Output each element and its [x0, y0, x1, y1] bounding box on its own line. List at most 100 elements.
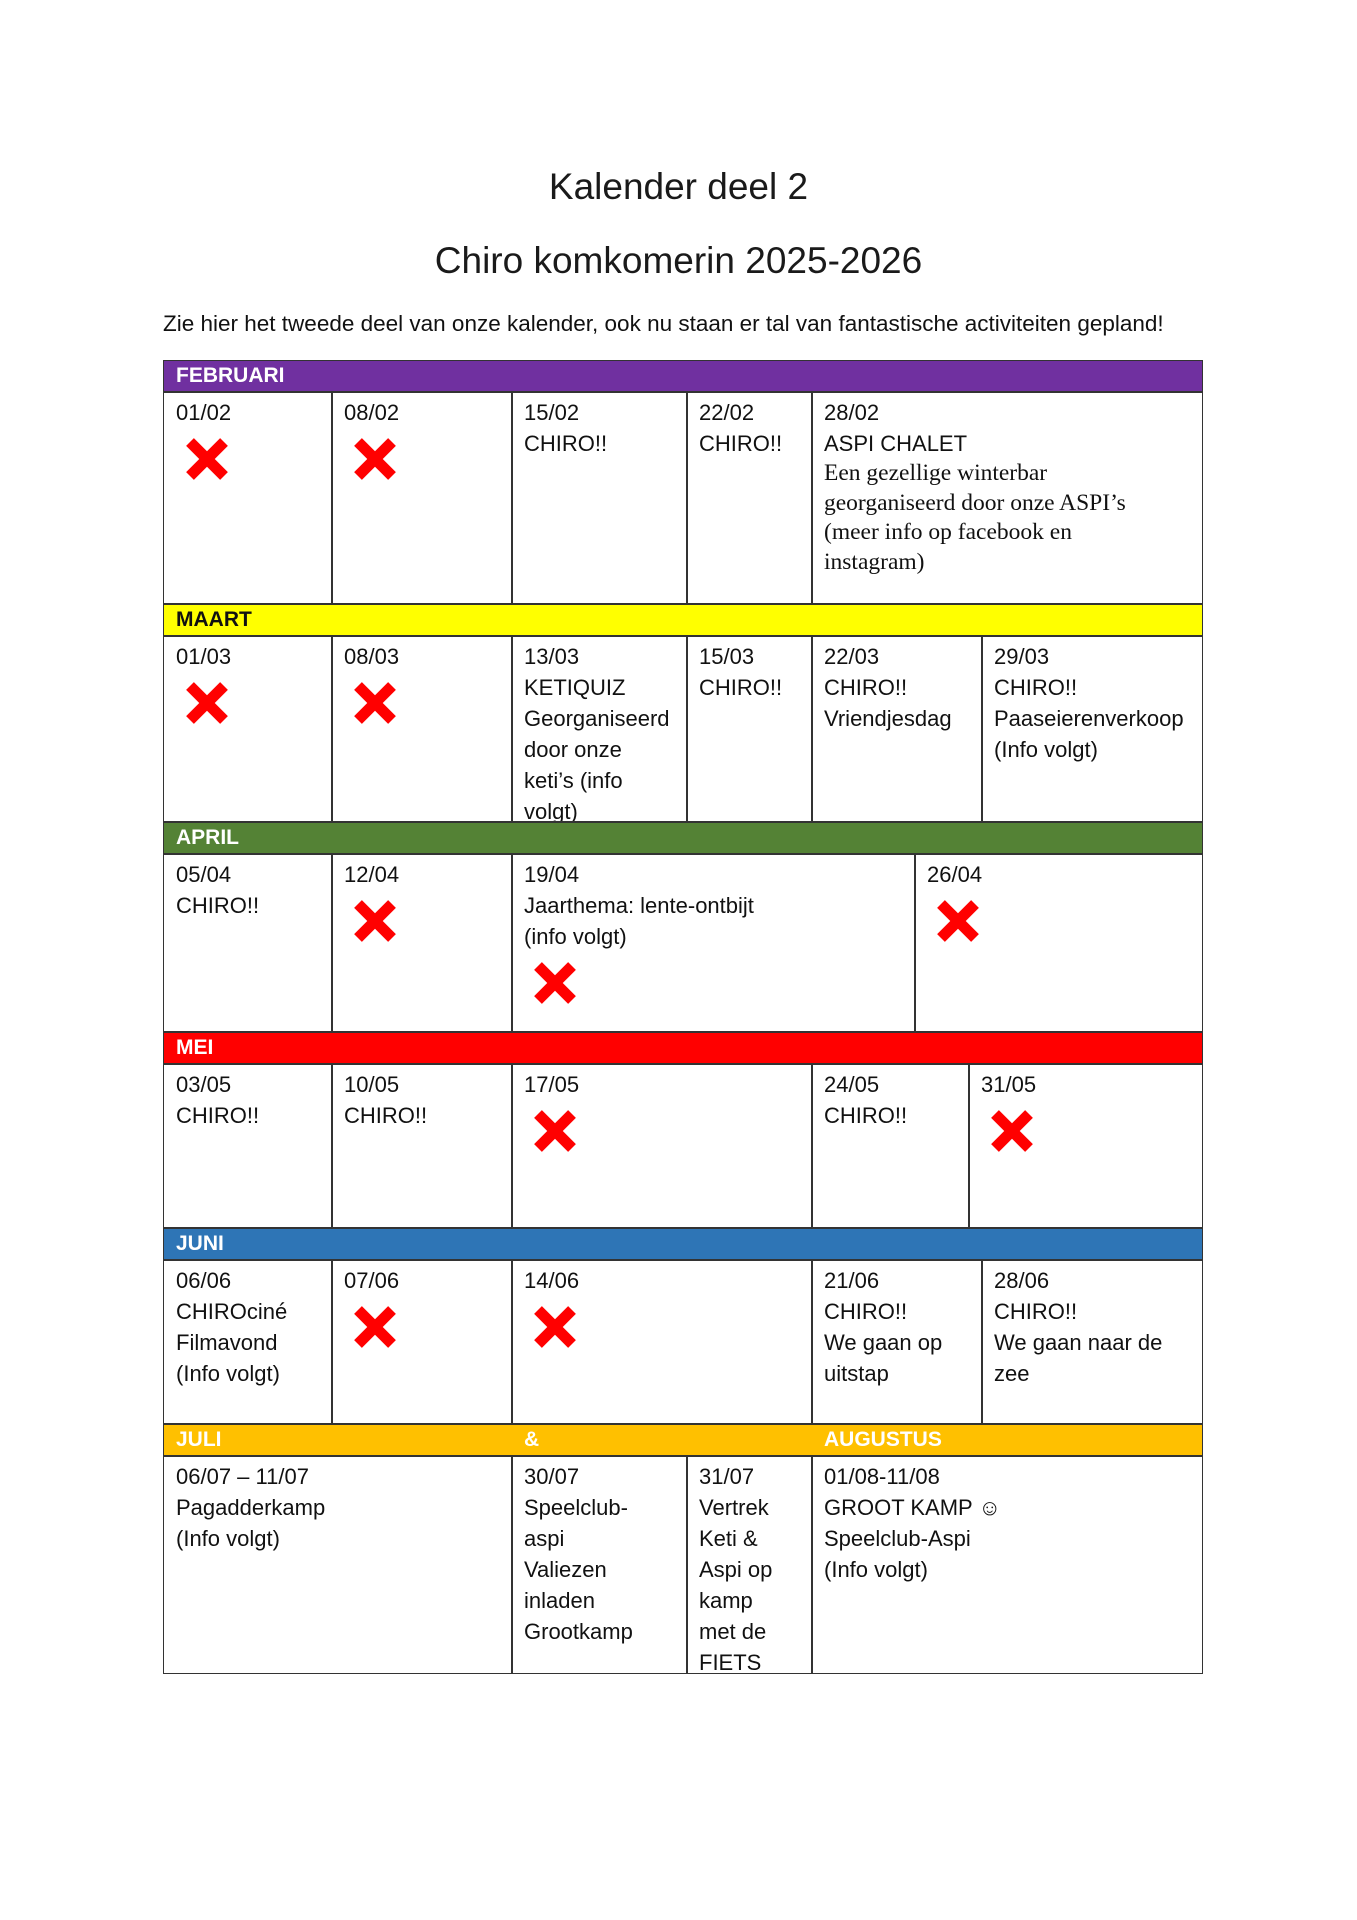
- event-text: CHIROciné: [176, 1299, 288, 1324]
- event-cell: 13/03 KETIQUIZ Georganiseerd door onze keti…: [511, 636, 688, 822]
- event-date: 05/04: [176, 862, 232, 887]
- event-date: 01/08-11/08: [824, 1464, 940, 1489]
- event-cell: 22/02 CHIRO!!: [686, 392, 813, 604]
- event-date: 29/03: [994, 644, 1050, 669]
- event-cell: 31/07 Vertrek Keti & Aspi op kamp met de FIETS: [686, 1456, 813, 1674]
- event-text: Paaseierenverkoop: [994, 706, 1184, 731]
- event-text: CHIRO!!: [824, 1299, 908, 1324]
- event-text: KETIQUIZ: [524, 675, 626, 700]
- event-text: (Info volgt): [176, 1361, 280, 1386]
- event-cell: 26/04: [914, 854, 1203, 1032]
- event-text: (Info volgt): [176, 1526, 280, 1551]
- event-note: instagram): [824, 548, 925, 575]
- event-date: 01/02: [176, 400, 232, 425]
- event-text: Jaarthema: lente-ontbijt: [524, 893, 754, 918]
- event-date: 15/02: [524, 400, 580, 425]
- event-cell: 07/06: [331, 1260, 513, 1424]
- event-date: 03/05: [176, 1072, 232, 1097]
- event-text: GROOT KAMP ☺: [824, 1495, 1001, 1520]
- event-text: Keti &: [699, 1526, 758, 1551]
- event-date: 22/02: [699, 400, 755, 425]
- event-cell: 17/05: [511, 1064, 813, 1228]
- event-note: (meer info op facebook en: [824, 519, 1072, 545]
- event-date: 01/03: [176, 644, 232, 669]
- month-header-zomer: JULI & AUGUSTUS: [163, 1424, 1203, 1456]
- month-label: MAART: [176, 608, 252, 631]
- event-cell: 15/02 CHIRO!!: [511, 392, 688, 604]
- event-text: inladen: [524, 1588, 595, 1613]
- event-text: CHIRO!!: [344, 1103, 428, 1128]
- event-cell: 22/03 CHIRO!! Vriendjesdag: [811, 636, 983, 822]
- event-text: Filmavond: [176, 1330, 278, 1355]
- event-text: CHIRO!!: [699, 675, 783, 700]
- event-date: 24/05: [824, 1072, 880, 1097]
- cancelled-cross-icon: [186, 682, 228, 724]
- event-text: Grootkamp: [524, 1619, 633, 1644]
- event-text: CHIRO!!: [994, 675, 1078, 700]
- event-text: Valiezen: [524, 1557, 607, 1582]
- event-date: 26/04: [927, 862, 983, 887]
- event-text: Pagadderkamp: [176, 1495, 326, 1520]
- event-date: 22/03: [824, 644, 880, 669]
- page-subtitle: Chiro komkomerin 2025-2026: [434, 240, 923, 281]
- event-text: keti’s (info: [524, 768, 623, 793]
- event-cell: 08/03: [331, 636, 513, 822]
- event-text: Georganiseerd: [524, 706, 670, 731]
- event-text: zee: [994, 1361, 1030, 1386]
- event-date: 13/03: [524, 644, 580, 669]
- event-text: ASPI CHALET: [824, 431, 968, 456]
- event-date: 10/05: [344, 1072, 400, 1097]
- event-cell: 28/02 ASPI CHALET Een gezellige winterbar g…: [811, 392, 1203, 604]
- event-date: 28/02: [824, 400, 880, 425]
- cancelled-cross-icon: [937, 900, 979, 942]
- event-cell: 01/02: [163, 392, 333, 604]
- event-date: 30/07: [524, 1464, 580, 1489]
- month-header-april: APRIL: [163, 822, 1203, 854]
- event-text: aspi: [524, 1526, 565, 1551]
- month-label-augustus: AUGUSTUS: [824, 1428, 942, 1451]
- month-label-ampersand: &: [524, 1428, 540, 1451]
- event-text: met de: [699, 1619, 767, 1644]
- event-text: Vriendjesdag: [824, 706, 952, 731]
- event-date: 12/04: [344, 862, 400, 887]
- event-cell: 01/08-11/08 GROOT KAMP ☺ Speelclub-Aspi (In…: [811, 1456, 1203, 1674]
- event-cell: 19/04 Jaarthema: lente-ontbijt (info volgt…: [511, 854, 916, 1032]
- event-date: 19/04: [524, 862, 580, 887]
- event-text: (Info volgt): [994, 737, 1098, 762]
- event-text: CHIRO!!: [176, 893, 260, 918]
- page-title: Kalender deel 2: [548, 166, 809, 207]
- event-note: Een gezellige winterbar: [824, 460, 1048, 486]
- event-text: Speelclub-Aspi: [824, 1526, 971, 1551]
- event-text: kamp: [699, 1588, 753, 1613]
- cancelled-cross-icon: [991, 1110, 1033, 1152]
- event-date: 06/07 – 11/07: [176, 1464, 309, 1489]
- event-cell: 15/03 CHIRO!!: [686, 636, 813, 822]
- event-date: 17/05: [524, 1072, 580, 1097]
- event-date: 28/06: [994, 1268, 1050, 1293]
- event-text: CHIRO!!: [994, 1299, 1078, 1324]
- event-cell: 06/06 CHIROciné Filmavond (Info volgt): [163, 1260, 333, 1424]
- month-label: MEI: [176, 1036, 214, 1059]
- event-date: 07/06: [344, 1268, 400, 1293]
- event-text: CHIRO!!: [824, 675, 908, 700]
- cancelled-cross-icon: [186, 438, 228, 480]
- event-text: CHIRO!!: [824, 1103, 908, 1128]
- month-label: JUNI: [176, 1232, 224, 1255]
- event-cell: 06/07 – 11/07 Pagadderkamp (Info volgt): [163, 1456, 513, 1674]
- event-text: We gaan naar de: [994, 1330, 1163, 1355]
- event-text: (info volgt): [524, 924, 627, 949]
- cancelled-cross-icon: [534, 962, 576, 1004]
- event-date: 06/06: [176, 1268, 232, 1293]
- cancelled-cross-icon: [354, 1306, 396, 1348]
- event-cell: 10/05 CHIRO!!: [331, 1064, 513, 1228]
- event-cell: 05/04 CHIRO!!: [163, 854, 333, 1032]
- event-date: 14/06: [524, 1268, 580, 1293]
- event-date: 08/03: [344, 644, 400, 669]
- event-cell: 30/07 Speelclub-aspi Valiezen inladen Grootk…: [511, 1456, 688, 1674]
- event-cell: 03/05 CHIRO!!: [163, 1064, 333, 1228]
- event-text: CHIRO!!: [699, 431, 783, 456]
- event-cell: 28/06 CHIRO!! We gaan naar de zee: [981, 1260, 1203, 1424]
- event-text: Vertrek: [699, 1495, 769, 1520]
- month-header-februari: FEBRUARI: [163, 360, 1203, 392]
- cancelled-cross-icon: [354, 682, 396, 724]
